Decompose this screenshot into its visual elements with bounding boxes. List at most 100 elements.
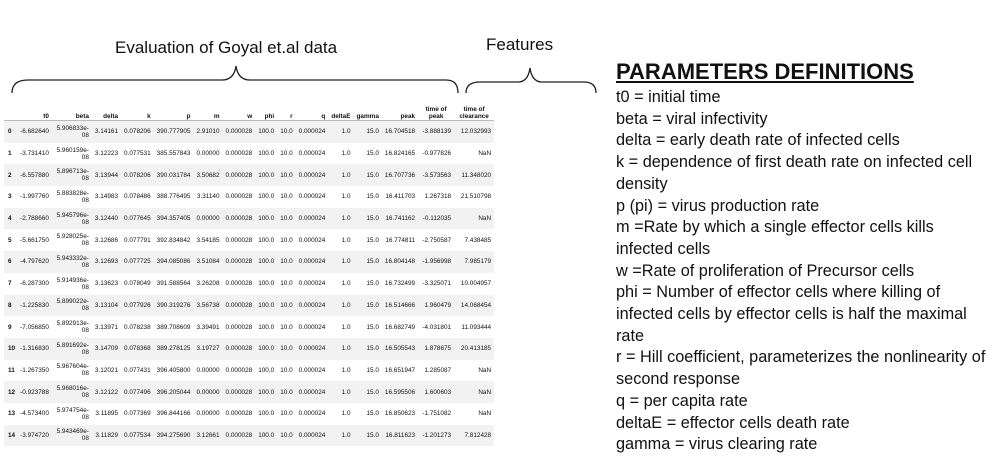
table-cell: 11.348020 xyxy=(454,164,495,187)
table-cell: 0.000028 xyxy=(225,150,253,158)
table-cell: 100.0 xyxy=(255,120,278,143)
table-cell: 394.085086 xyxy=(153,251,194,273)
definition-item: m =Rate by which a single effector cells… xyxy=(616,218,934,258)
row-index: 2 xyxy=(4,164,18,187)
table-cell: 0.000024 xyxy=(298,410,326,418)
table-cell: 3.39491 xyxy=(196,323,220,331)
beta-exponent: 08 xyxy=(81,240,89,248)
table-row: 11 -1.267350 5.967604e- 08 3.12021 0.077431 39… xyxy=(4,360,494,382)
beta-exponent: 08 xyxy=(81,175,89,183)
table-cell: 0.000024 xyxy=(295,294,329,317)
table-row: 7 -6.287300 5.914936e- 08 3.13623 0.078049 391… xyxy=(4,273,494,295)
row-index: 0 xyxy=(4,120,18,143)
table-cell: 0.077369 xyxy=(124,410,151,418)
beta-exponent: 08 xyxy=(81,218,89,226)
table-cell: 1.285087 xyxy=(424,366,452,374)
parameter-definitions: PARAMETERS DEFINITIONS t0 = initial time… xyxy=(616,58,986,456)
column-header: peak xyxy=(381,96,419,121)
table-cell: 3.12661 xyxy=(193,424,223,447)
beta-exponent: 08 xyxy=(81,370,89,378)
table-cell: 100.0 xyxy=(258,280,275,288)
table-cell: -6.287300 xyxy=(20,280,49,288)
table-cell: 16.741162 xyxy=(381,207,419,230)
table-cell: 5.928025e- 08 xyxy=(52,229,92,251)
table-cell: 15.0 xyxy=(353,120,382,143)
table-cell: 0.000024 xyxy=(298,366,326,374)
table-row: 0 -6.682640 5.906833e- 08 3.14161 0.078206 390… xyxy=(4,120,495,143)
beta-mantissa: 5.968016e- xyxy=(56,385,89,393)
table-cell: 16.732499 xyxy=(384,280,416,288)
row-index: 8 xyxy=(4,294,18,317)
beta-exponent: 08 xyxy=(81,153,89,161)
table-cell: -2.788660 xyxy=(17,207,52,230)
table-cell: 0.077645 xyxy=(121,207,154,230)
table-cell: 3.12440 xyxy=(91,207,122,230)
table-row: 4 -2.788660 5.945796e- 08 3.12440 0.077645 394… xyxy=(4,207,495,230)
table-cell: 3.12693 xyxy=(91,251,122,273)
table-cell: 0.078368 xyxy=(121,337,154,360)
beta-exponent: 08 xyxy=(81,283,89,291)
table-cell: 7.985179 xyxy=(454,251,495,273)
table-cell: 5.968016e- 08 xyxy=(51,381,92,403)
table-cell: 0.000024 xyxy=(295,381,329,403)
table-cell: 12.032993 xyxy=(454,120,495,143)
table-cell: 1.0 xyxy=(328,120,354,143)
table-cell: 10.0 xyxy=(277,207,296,230)
beta-mantissa: 5.896713e- xyxy=(56,168,89,176)
definition-item: p (pi) = virus production rate xyxy=(616,196,820,215)
table-cell: 10.0 xyxy=(280,236,293,244)
table-cell: 5.967604e- 08 xyxy=(52,360,92,382)
table-cell: 15.0 xyxy=(366,280,379,288)
table-cell: 10.0 xyxy=(280,193,293,201)
table-row: 12 -0.923788 5.968016e- 08 3.12122 0.077496 39… xyxy=(4,381,495,403)
beta-exponent: 08 xyxy=(81,305,89,313)
beta-mantissa: 5.967604e- xyxy=(56,363,89,371)
table-cell: -0.112035 xyxy=(418,207,455,230)
table-cell: 396.205044 xyxy=(153,381,194,403)
table-cell: 16.682749 xyxy=(384,323,416,331)
table-cell: 0.000028 xyxy=(222,337,256,360)
table-cell: 16.824165 xyxy=(384,150,416,158)
table-cell: 16.850623 xyxy=(384,410,416,418)
beta-exponent: 08 xyxy=(81,413,89,421)
row-index: 9 xyxy=(8,323,12,331)
definition-item: deltaE = effector cells death rate xyxy=(616,413,850,432)
beta-mantissa: 5.914936e- xyxy=(56,276,89,284)
table-cell: 0.077531 xyxy=(124,150,151,158)
table-row: 8 -1.225830 5.899022e- 08 3.13104 0.077926 390… xyxy=(4,294,495,317)
column-header: deltaE xyxy=(328,96,354,121)
definition-item: q = per capita rate xyxy=(616,391,748,410)
table-cell: 15.0 xyxy=(366,150,379,158)
beta-exponent: 08 xyxy=(81,392,89,400)
table-cell: 5.960159e- 08 xyxy=(52,143,92,165)
beta-exponent: 08 xyxy=(81,131,89,139)
table-cell: 100.0 xyxy=(258,366,275,374)
definition-item: delta = early death rate of infected cel… xyxy=(616,131,900,150)
table-cell: 0.00000 xyxy=(196,366,220,374)
table-cell: 0.000024 xyxy=(295,337,329,360)
table-cell: 100.0 xyxy=(258,236,275,244)
beta-mantissa: 5.906833e- xyxy=(56,124,89,132)
table-cell: 0.077725 xyxy=(121,251,154,273)
table-row: 1 -3.731410 5.960159e- 08 3.12223 0.077531 385… xyxy=(4,143,494,165)
table-cell: 5.945796e- 08 xyxy=(51,207,92,230)
table-cell: -1.316830 xyxy=(17,337,52,360)
table-cell: 20.413185 xyxy=(454,337,495,360)
table-cell: 3.51084 xyxy=(193,251,223,273)
column-header: p xyxy=(153,96,194,121)
definitions-heading: PARAMETERS DEFINITIONS xyxy=(616,59,914,84)
beta-mantissa: 5.960159e- xyxy=(56,146,89,154)
table-cell: 10.0 xyxy=(277,424,296,447)
goyal-data-table: t0 beta delta k p m w phi r q deltaE gamma peak time … xyxy=(4,96,495,447)
table-cell: 392.834842 xyxy=(156,236,191,244)
table-cell: 1.0 xyxy=(328,294,354,317)
table-cell: 0.078238 xyxy=(124,323,151,331)
table-cell: NaN xyxy=(478,150,492,158)
row-index: 10 xyxy=(4,337,18,360)
table-cell: 0.00000 xyxy=(193,381,223,403)
definitions-list: t0 = initial time beta = viral infectivit… xyxy=(616,87,986,456)
table-cell: 10.0 xyxy=(277,251,296,273)
table-cell: 0.000024 xyxy=(298,150,326,158)
table-cell: 10.0 xyxy=(280,323,293,331)
row-index: 3 xyxy=(8,193,12,201)
